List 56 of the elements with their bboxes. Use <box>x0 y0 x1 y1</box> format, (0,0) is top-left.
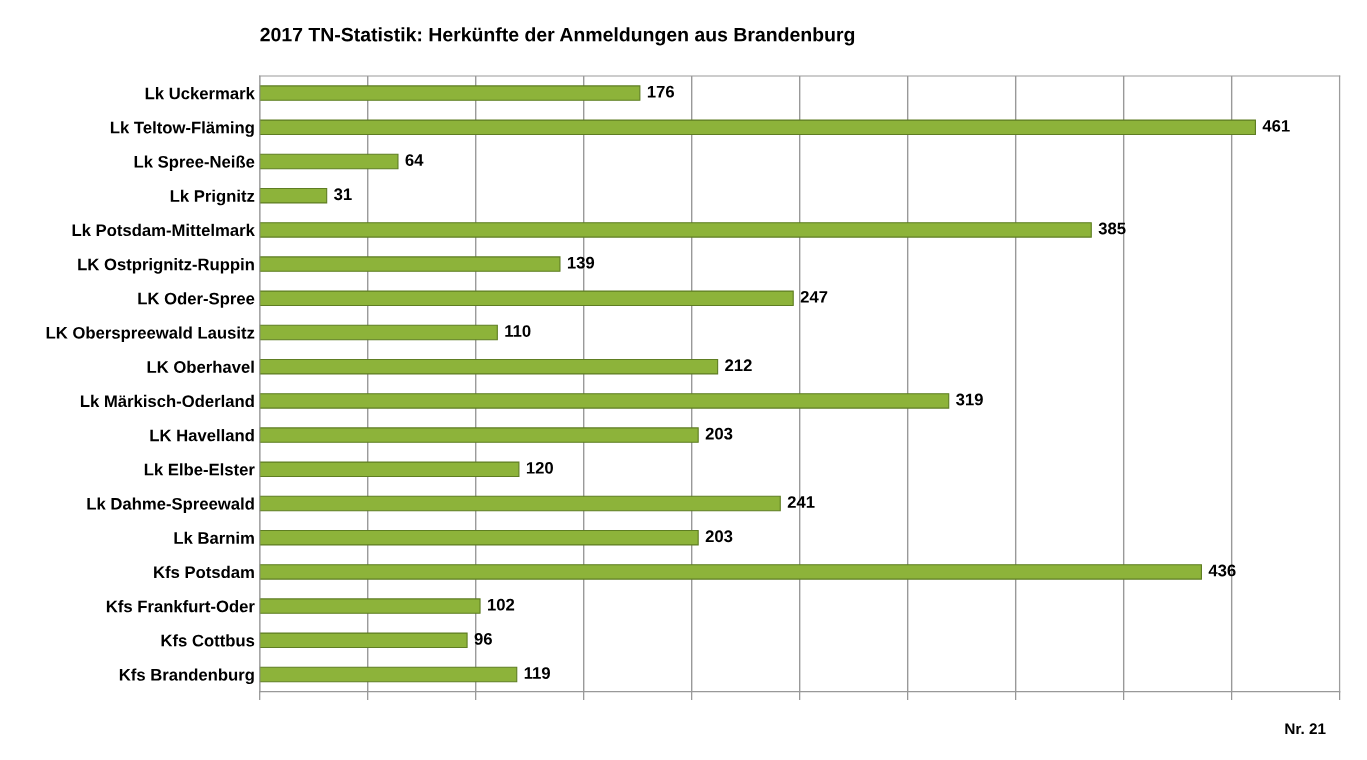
data-label: 212 <box>725 359 752 372</box>
data-label: 461 <box>1262 119 1290 132</box>
bar <box>259 153 399 170</box>
bar <box>259 187 328 204</box>
y-tick-label: Lk Potsdam-Mittelmark <box>72 223 255 237</box>
text: Nr. 21 <box>1285 723 1326 735</box>
data-label: 64 <box>405 154 424 166</box>
data-label: 436 <box>1208 564 1236 577</box>
y-tick-label: LK Ostprignitz-Ruppin <box>78 258 254 274</box>
bar <box>259 85 641 101</box>
data-label: 31 <box>334 188 352 201</box>
y-tick-label: LK Oder-Spree <box>138 292 255 308</box>
data-label: 96 <box>474 632 492 645</box>
bar <box>259 632 468 649</box>
bar <box>259 495 781 512</box>
y-tick-label: Kfs Frankfurt-Oder <box>106 600 255 613</box>
y-tick-label: Kfs Brandenburg <box>119 668 254 685</box>
bar <box>259 324 498 341</box>
bar <box>259 358 719 375</box>
data-label: 247 <box>800 290 828 303</box>
y-tick-label: Lk Prignitz <box>170 189 255 206</box>
y-tick-label: Kfs Potsdam <box>154 565 254 579</box>
bar <box>259 461 520 478</box>
data-label: 385 <box>1098 222 1126 235</box>
y-tick-label: Lk Uckermark <box>145 87 255 100</box>
data-label: 203 <box>705 427 733 440</box>
bar <box>259 666 518 683</box>
y-tick-label: LK Havelland <box>150 429 254 442</box>
y-tick-label: LK Oberhavel <box>147 360 254 373</box>
y-tick-label: Lk Elbe-Elster <box>144 463 255 476</box>
bar <box>259 598 481 614</box>
y-tick-label: Kfs Cottbus <box>161 634 255 647</box>
bar <box>259 119 1256 136</box>
data-label: 120 <box>526 461 553 474</box>
data-label: 110 <box>505 325 531 337</box>
bar <box>259 529 699 546</box>
y-tick-label: Lk Barnim <box>174 531 254 544</box>
bar <box>259 564 1202 580</box>
data-label: 241 <box>787 496 815 508</box>
bar <box>259 427 699 443</box>
y-tick-label: LK Oberspreewald Lausitz <box>46 326 255 342</box>
data-label: 319 <box>956 393 983 406</box>
bar <box>259 256 561 272</box>
bar <box>259 393 950 409</box>
bar <box>259 290 794 307</box>
data-label: 139 <box>567 256 595 269</box>
data-label: 102 <box>488 598 515 611</box>
chart-title: 2017 TN-Statistik: Herkünfte der Anmeldungen aus Brandenburg <box>260 27 855 46</box>
data-label: 203 <box>705 530 733 543</box>
y-tick-label: Lk Märkisch-Oderland <box>80 394 254 408</box>
y-tick-label: Lk Dahme-Spreewald <box>87 497 254 513</box>
data-label: 176 <box>647 85 675 98</box>
y-tick-label: Lk Teltow-Fläming <box>110 121 254 137</box>
bar <box>259 222 1092 238</box>
data-label: 119 <box>524 667 550 679</box>
y-tick-label: Lk Spree-Neiße <box>134 155 255 171</box>
